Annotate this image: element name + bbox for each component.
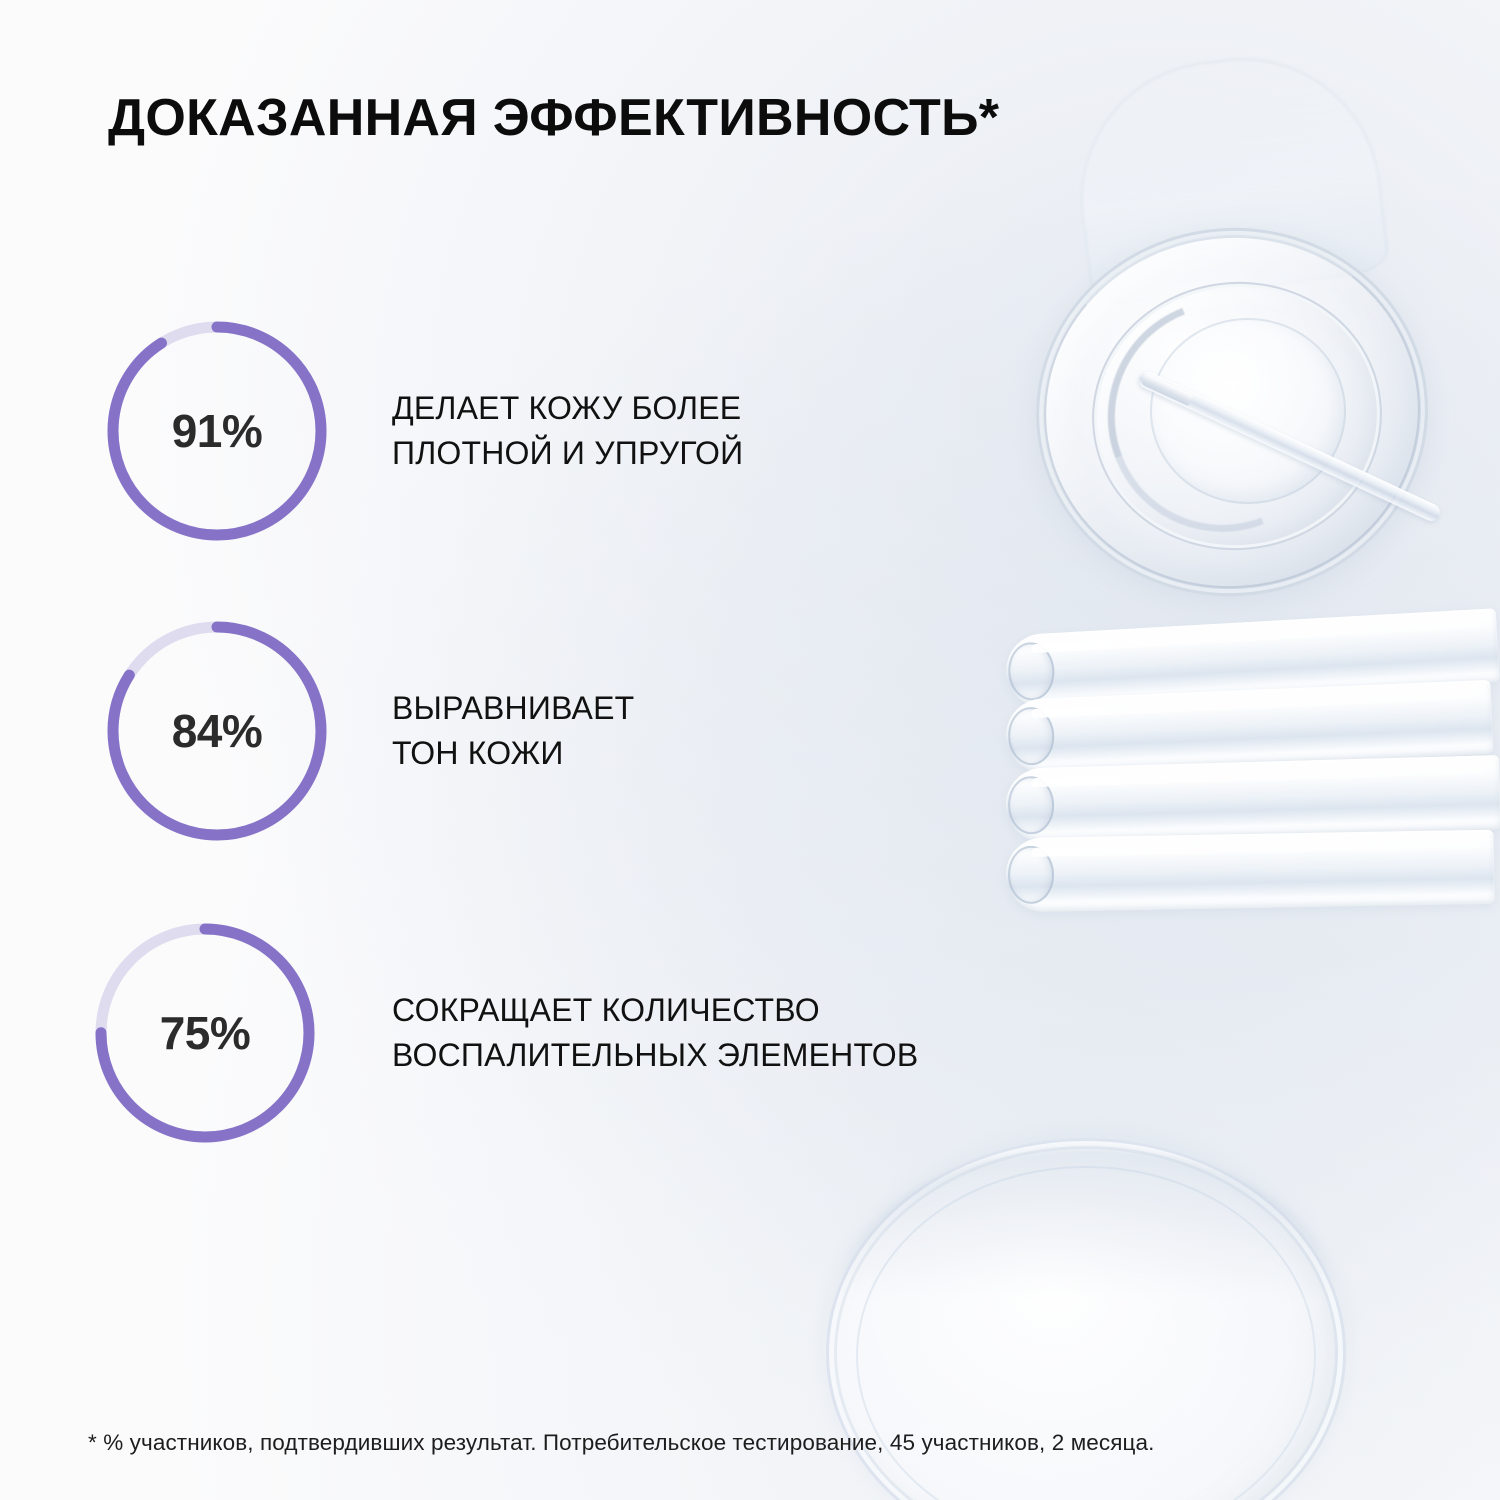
- footnote: * % участников, подтвердивших результат.…: [88, 1430, 1155, 1455]
- stat-value: 84%: [171, 705, 263, 757]
- stat-row: 84% ВЫРАВНИВАЕТ ТОН КОЖИ: [104, 618, 634, 844]
- progress-ring-84: 84%: [104, 618, 330, 844]
- stat-label: СОКРАЩАЕТ КОЛИЧЕСТВО ВОСПАЛИТЕЛЬНЫХ ЭЛЕМ…: [392, 991, 919, 1073]
- progress-ring-91: 91%: [104, 318, 330, 544]
- stat-label: ДЕЛАЕТ КОЖУ БОЛЕЕ ПЛОТНОЙ И УПРУГОЙ: [392, 389, 744, 471]
- stat-value: 75%: [159, 1007, 251, 1059]
- ring-progress-arc: [107, 321, 327, 541]
- progress-ring-75: 75%: [92, 920, 318, 1146]
- ring-progress-arc: [95, 923, 315, 1143]
- stat-value: 91%: [171, 405, 263, 457]
- page-title: ДОКАЗАННАЯ ЭФФЕКТИВНОСТЬ*: [108, 89, 1000, 147]
- ring-progress-arc: [107, 621, 327, 841]
- stat-row: 75% СОКРАЩАЕТ КОЛИЧЕСТВО ВОСПАЛИТЕЛЬНЫХ …: [92, 920, 918, 1146]
- stat-label: ВЫРАВНИВАЕТ ТОН КОЖИ: [392, 689, 635, 771]
- stat-row: 91% ДЕЛАЕТ КОЖУ БОЛЕЕ ПЛОТНОЙ И УПРУГОЙ: [104, 318, 743, 544]
